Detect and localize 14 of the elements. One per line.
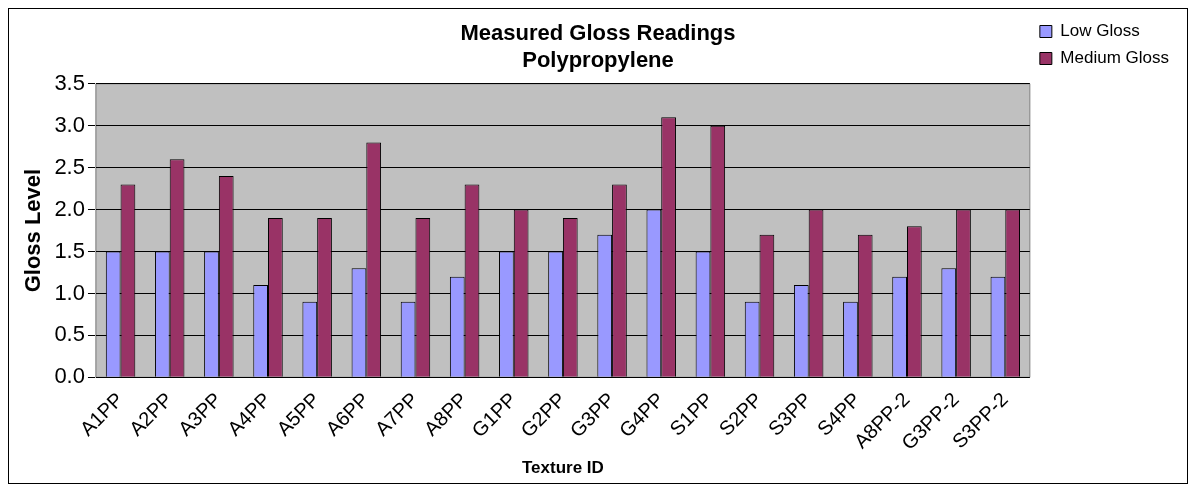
legend-label: Low Gloss [1060, 21, 1140, 41]
text: Polypropylene [522, 46, 674, 72]
y-axis-title: Gloss Level [20, 168, 46, 293]
x-axis-title: Texture ID [521, 458, 604, 478]
y-tick-label: 0.5 [54, 321, 85, 347]
y-tick-label: 1.5 [54, 237, 85, 263]
text: Measured Gloss Readings [460, 20, 736, 46]
y-tick-label: 3.5 [54, 69, 85, 95]
y-tick-label: 3.0 [54, 111, 85, 137]
y-tick-label: 2.0 [54, 195, 85, 221]
legend-label: Medium Gloss [1060, 48, 1169, 68]
y-tick-label: 1.0 [54, 279, 85, 305]
y-tick-label: 0.0 [54, 363, 85, 389]
y-tick-label: 2.5 [54, 153, 85, 179]
